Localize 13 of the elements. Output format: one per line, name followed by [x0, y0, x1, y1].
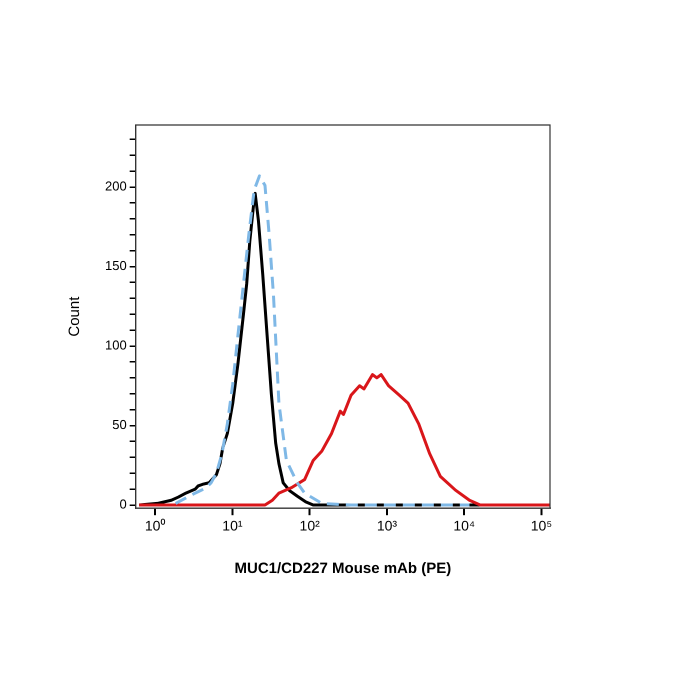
- x-tick-label: 10⁴: [453, 517, 475, 534]
- x-tick-label: 10³: [376, 517, 398, 534]
- x-tick-label: 10⁵: [530, 517, 552, 534]
- y-tick-label: 200: [104, 178, 127, 194]
- x-axis-title: MUC1/CD227 Mouse mAb (PE): [234, 560, 452, 578]
- x-tick-label: 10⁰: [144, 517, 166, 534]
- x-tick-label: 10²: [300, 517, 320, 534]
- y-axis-title: Count: [66, 296, 84, 337]
- y-tick-label: 100: [104, 338, 127, 353]
- x-tick-label: 10¹: [222, 517, 243, 534]
- y-tick-label: 150: [104, 258, 127, 274]
- y-tick-label: 50: [112, 417, 127, 432]
- y-tick-label: 0: [119, 496, 127, 512]
